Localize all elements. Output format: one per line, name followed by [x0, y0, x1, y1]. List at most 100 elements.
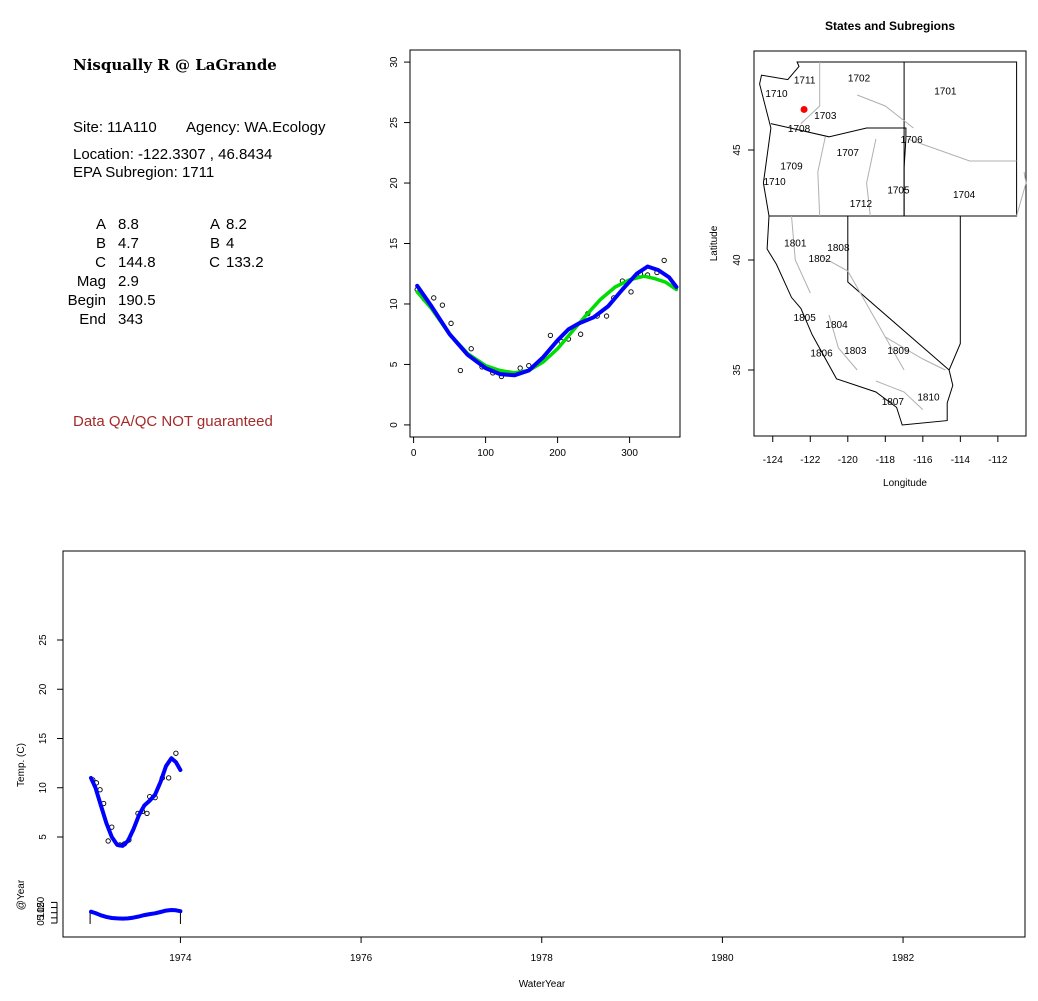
- data-point: [517, 365, 523, 371]
- y-tick-label: 10: [389, 298, 400, 310]
- y2-axis-label: @Year: [16, 879, 27, 910]
- param-key: B: [95, 235, 106, 252]
- x-tick-label: 1976: [350, 953, 373, 964]
- subregion-boundary: [791, 215, 811, 294]
- data-point: [144, 810, 150, 817]
- y2-tick-label: 10: [36, 907, 47, 919]
- x-tick-label: -118: [876, 455, 896, 466]
- fit-line-blue: [415, 264, 679, 378]
- seasonal-chart: 0 100 200 300 0 5 10 15 20 25 30: [389, 49, 681, 459]
- y-tick-label: 5: [389, 361, 400, 367]
- location: Location: -122.3307 , 46.8434: [73, 146, 273, 163]
- y-axis-label: Temp. (C): [16, 743, 27, 787]
- subregion-boundary: [828, 314, 858, 371]
- subregion-label: 1808: [827, 243, 850, 254]
- fit-line: [89, 756, 183, 848]
- param-value: 2.9: [118, 273, 139, 290]
- data-point: [457, 367, 464, 374]
- x-tick-label: -120: [838, 455, 858, 466]
- subregion-boundary: [819, 255, 905, 371]
- data-point: [166, 775, 172, 781]
- site-id: Site: 11A110: [73, 119, 157, 136]
- data-point: [547, 332, 554, 339]
- param-key: End: [79, 311, 106, 328]
- coastline-outline: [759, 61, 1018, 426]
- subregion-label: 1703: [814, 111, 837, 122]
- x-tick-label: -114: [951, 455, 971, 466]
- year-fit-line: [89, 908, 183, 921]
- y-tick-label: 25: [389, 117, 400, 129]
- data-point: [439, 302, 446, 308]
- data-point: [468, 346, 474, 352]
- x-tick-label: -122: [800, 455, 820, 466]
- param-value-2: 133.2: [226, 254, 264, 271]
- data-point: [105, 838, 111, 844]
- subregion-label: 1712: [850, 199, 873, 210]
- param-value: 4.7: [118, 235, 139, 252]
- subregion-label: 1804: [825, 320, 848, 331]
- subregion-label: 1805: [794, 313, 817, 324]
- param-value: 144.8: [118, 254, 156, 271]
- data-point: [431, 295, 437, 301]
- data-point: [603, 313, 610, 319]
- y2-tick-label: 0: [36, 920, 47, 926]
- data-point: [448, 320, 454, 326]
- subregion-label: 1709: [780, 161, 803, 172]
- param-key: Mag: [76, 273, 106, 290]
- y-tick-label: 20: [389, 177, 400, 189]
- param-value-2: 4: [226, 235, 235, 252]
- y-tick-label: 15: [38, 733, 49, 745]
- x-tick-label: 300: [621, 448, 638, 459]
- subregion-label: 1702: [848, 73, 871, 84]
- subregion-label: 1707: [837, 148, 860, 159]
- param-value: 343: [118, 311, 144, 328]
- subregion-label: 1710: [764, 177, 787, 188]
- subregion-label: 1810: [917, 392, 940, 403]
- agency: Agency: WA.Ecology: [186, 119, 326, 136]
- map-title: States and Subregions: [825, 19, 955, 33]
- subregion-boundary: [817, 136, 826, 217]
- data-point: [661, 257, 667, 264]
- y-tick-label: 20: [38, 683, 49, 695]
- subregion-boundary: [885, 336, 946, 371]
- param-value-2: 8.2: [226, 216, 247, 233]
- x-tick-label: 1974: [169, 953, 192, 964]
- epa-subregion: EPA Subregion: 1711: [73, 164, 215, 181]
- y-tick-label: 15: [389, 238, 400, 250]
- y-tick-label: 40: [732, 254, 743, 266]
- data-point: [628, 289, 634, 295]
- subregion-label: 1706: [900, 135, 923, 146]
- map-frame: [753, 50, 1027, 437]
- subregion-label: 1704: [953, 190, 976, 201]
- x-axis-label: Longitude: [883, 478, 927, 489]
- state-border: [847, 216, 950, 371]
- x-axis-label: WaterYear: [519, 979, 566, 990]
- y-tick-label: 35: [732, 364, 743, 376]
- fit-line-green: [415, 274, 679, 375]
- param-key-2: C: [209, 254, 220, 271]
- param-key: C: [95, 254, 106, 271]
- x-tick-label: -116: [913, 455, 933, 466]
- data-point: [577, 331, 584, 337]
- data-point: [173, 750, 179, 756]
- param-key: A: [95, 216, 106, 233]
- x-tick-label: 1978: [531, 953, 554, 964]
- x-tick-label: 1980: [711, 953, 734, 964]
- plot-frame: [409, 49, 681, 438]
- param-value: 190.5: [118, 292, 156, 309]
- subregion-label: 1711: [794, 76, 816, 87]
- y-tick-label: 10: [38, 782, 49, 794]
- disclaimer: Data QA/QC NOT guaranteed: [73, 413, 273, 430]
- x-tick-label: -124: [763, 455, 783, 466]
- x-tick-label: 1982: [892, 953, 915, 964]
- plot-frame: [62, 550, 1026, 938]
- subregion-label: 1809: [887, 346, 910, 357]
- subregion-label: 1802: [809, 254, 832, 265]
- param-key: Begin: [67, 292, 106, 309]
- y2-tick-label: 5: [36, 915, 47, 921]
- subregion-boundary: [800, 62, 821, 124]
- y-tick-label: 5: [38, 834, 49, 840]
- x-tick-label: 0: [411, 448, 417, 459]
- subregion-label: 1705: [887, 186, 910, 197]
- timeseries-chart: 1974 1976 1978 1980 198251015202505101520Wat…: [16, 550, 1026, 990]
